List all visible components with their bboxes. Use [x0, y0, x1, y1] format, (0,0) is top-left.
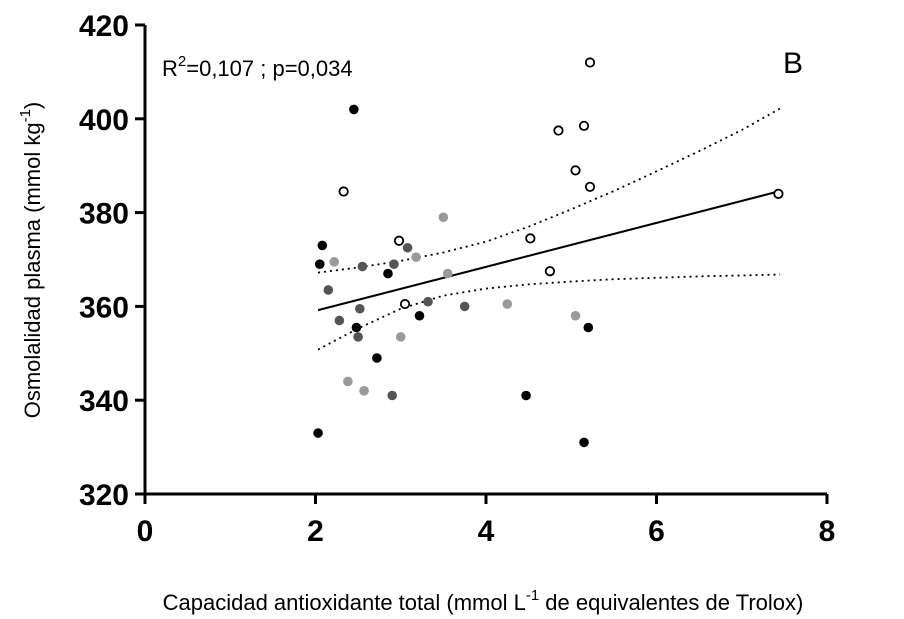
data-point-open: [399, 298, 411, 310]
data-point-light-gray: [442, 268, 453, 279]
x-axis-title: Capacidad antioxidante total (mmol L-1 d…: [163, 587, 804, 615]
y-tick-label: 340: [79, 385, 129, 418]
data-point-light-gray: [329, 257, 340, 267]
regression-line: [317, 190, 781, 312]
data-point-black: [383, 268, 393, 279]
data-point-dark-gray: [334, 315, 345, 326]
data-point-dark-gray: [389, 259, 399, 269]
y-tick-label: 360: [79, 291, 129, 324]
data-point-open: [773, 188, 784, 199]
data-point-open: [553, 125, 564, 136]
axes: 0 2 4 6 8 320 340 360 380 400 420: [79, 10, 835, 548]
data-point-open: [584, 181, 596, 192]
data-point-open: [525, 233, 536, 244]
data-point-black: [414, 310, 425, 321]
data-point-open: [338, 186, 349, 197]
y-tick-label: 380: [79, 198, 129, 231]
x-tick-label: 0: [137, 515, 154, 548]
data-point-dark-gray: [423, 296, 433, 307]
x-tick-label: 8: [819, 515, 836, 548]
y-tick-label: 420: [79, 10, 129, 43]
r2-annotation: R2=0,107 ; p=0,034: [162, 53, 353, 81]
panel-label: B: [783, 47, 803, 80]
data-point-light-gray: [359, 386, 369, 396]
data-point-dark-gray: [387, 390, 398, 401]
data-point-dark-gray: [357, 261, 368, 272]
data-point-open: [584, 57, 596, 68]
data-point-open: [393, 235, 405, 246]
data-point-black: [521, 390, 531, 401]
data-point-open: [578, 120, 590, 131]
data-point-light-gray: [570, 310, 581, 321]
data-point-dark-gray: [355, 303, 365, 314]
data-point-light-gray: [343, 376, 353, 387]
data-point-black: [349, 104, 359, 115]
confidence-bands: [317, 107, 781, 351]
data-point-black: [583, 322, 594, 333]
data-point-black: [372, 353, 382, 363]
data-point-dark-gray: [459, 301, 470, 312]
data-point-light-gray: [395, 332, 406, 342]
data-points: [313, 57, 784, 448]
x-tick-label: 6: [648, 515, 665, 548]
data-point-dark-gray: [353, 332, 363, 342]
x-tick-label: 2: [307, 515, 324, 548]
ci-lower-line: [317, 273, 781, 351]
data-point-dark-gray: [323, 285, 334, 295]
regression-line-group: [317, 190, 781, 312]
y-tick-label: 320: [79, 479, 129, 512]
y-tick-label: 400: [79, 104, 129, 137]
x-tick-label: 4: [478, 515, 495, 548]
data-point-light-gray: [438, 212, 449, 223]
data-point-light-gray: [502, 299, 513, 309]
data-point-black: [317, 240, 328, 251]
data-point-open: [570, 165, 581, 176]
data-point-black: [351, 322, 362, 333]
y-axis-title: Osmolalidad plasma (mmol kg-1): [17, 102, 45, 419]
data-point-black: [314, 259, 325, 269]
ci-upper-line: [317, 107, 781, 274]
data-point-black: [579, 437, 589, 448]
data-point-black: [313, 428, 323, 438]
data-point-dark-gray: [402, 242, 413, 253]
data-point-open: [544, 266, 556, 277]
data-point-light-gray: [411, 252, 421, 262]
